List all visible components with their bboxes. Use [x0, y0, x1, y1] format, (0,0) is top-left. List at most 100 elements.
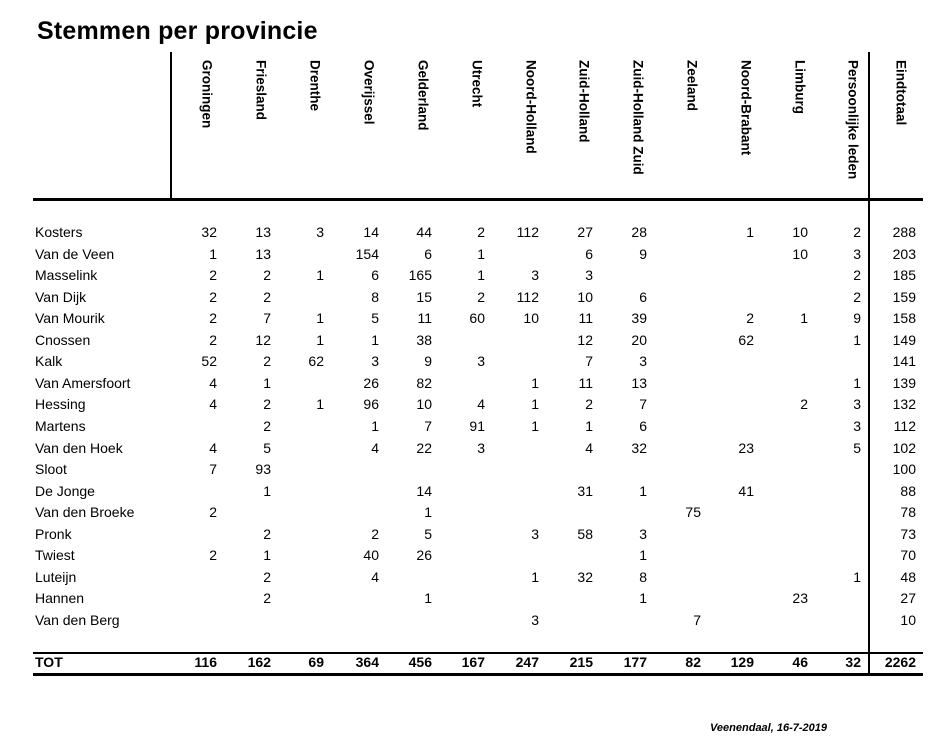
table-cell: 20: [631, 331, 647, 348]
table-cell: 39: [631, 310, 647, 327]
table-cell: 1: [853, 568, 861, 585]
table-cell: 62: [308, 353, 324, 370]
table-cell: 165: [408, 267, 432, 284]
table-cell: 1: [263, 374, 271, 391]
table-cell: 14: [363, 224, 379, 240]
total-top-rule: [33, 652, 923, 654]
table-row: De Jonge 1 14 31 1 41 88: [35, 481, 923, 502]
table-row: Pronk 2 2 5 3 58 3 73: [35, 524, 923, 545]
table-cell: 13: [631, 374, 647, 391]
row-label: Twiest: [35, 547, 75, 564]
table-cell: 4: [585, 439, 593, 456]
table-row: Cnossen 2 12 1 1 38 12 20 62 1 149: [35, 330, 923, 351]
table-cell: 2: [853, 224, 861, 240]
row-label: Van den Berg: [35, 611, 120, 628]
table-cell: 1: [639, 547, 647, 564]
table-cell: 7: [424, 417, 432, 434]
table-cell: 5: [263, 439, 271, 456]
table-cell: 1: [639, 482, 647, 499]
row-label: Van den Broeke: [35, 504, 135, 521]
table-cell: 1: [800, 310, 808, 327]
table-cell: 247: [515, 654, 539, 670]
column-header: Gelderland: [396, 58, 450, 198]
table-cell: 10: [900, 611, 916, 628]
table-cell: 1: [424, 590, 432, 607]
table-row: Kalk 52 2 62 3 9 3 7 3 141: [35, 351, 923, 372]
table-cell: 4: [209, 374, 217, 391]
table-cell: 203: [892, 245, 916, 262]
row-label: Hessing: [35, 396, 86, 413]
page-title: Stemmen per provincie: [37, 17, 318, 45]
table-cell: 162: [247, 654, 271, 670]
table-cell: 60: [469, 310, 485, 327]
table-cell: 2: [263, 525, 271, 542]
table-cell: 456: [408, 654, 432, 670]
column-header: Groningen: [180, 58, 234, 198]
table-cell: 5: [424, 525, 432, 542]
table-cell: 5: [371, 310, 379, 327]
row-label: Luteijn: [35, 568, 77, 585]
table-cell: 2: [263, 267, 271, 284]
table-cell: 112: [893, 417, 916, 434]
table-cell: 1: [746, 224, 754, 240]
row-label: Masselink: [35, 267, 98, 284]
table-cell: 11: [417, 310, 432, 327]
table-cell: 141: [892, 353, 916, 370]
table-cell: 3: [853, 417, 861, 434]
table-cell: 3: [853, 396, 861, 413]
table-cell: 75: [685, 504, 701, 521]
column-header-label: Friesland: [253, 60, 269, 121]
table-cell: 32: [577, 568, 593, 585]
table-cell: 26: [363, 374, 379, 391]
column-header-label: Zuid-Holland Zuid: [630, 60, 646, 175]
table-row: Van den Hoek 4 5 4 22 3 4 32 23 5 102: [35, 438, 923, 459]
table-cell: 2: [209, 331, 217, 348]
table-cell: 32: [845, 654, 861, 670]
table-cell: 2: [585, 396, 593, 413]
table-cell: 2: [853, 267, 861, 284]
table-cell: 132: [892, 396, 916, 413]
table-row: Kosters 32 13 3 14 44 2 112 27 28 1 10 2 288: [35, 222, 923, 243]
table-cell: 26: [416, 547, 432, 564]
table-cell: 82: [416, 374, 432, 391]
table-row: Masselink 2 2 1 6 165 1 3 3 2 185: [35, 265, 923, 286]
column-header-label: Drenthe: [307, 60, 323, 112]
table-cell: 2: [746, 310, 754, 327]
table-cell: 44: [416, 224, 432, 240]
table-cell: 1: [316, 267, 324, 284]
table-cell: 4: [477, 396, 485, 413]
table-cell: 38: [416, 331, 432, 348]
table-cell: 2: [263, 417, 271, 434]
table-cell: 1: [371, 417, 379, 434]
table-cell: 1: [853, 331, 861, 348]
row-label: Kosters: [35, 224, 83, 240]
table-cell: 3: [531, 267, 539, 284]
table-row: Van Mourik 2 7 1 5 11 60 10 11 39 2 1 9 158: [35, 308, 923, 329]
table-cell: 88: [900, 482, 916, 499]
table-cell: 185: [892, 267, 916, 284]
table-cell: 1: [316, 396, 324, 413]
column-header-label: Groningen: [199, 60, 215, 129]
table-row: Martens 2 1 7 91 1 1 6 3 112: [35, 416, 923, 437]
column-header-label: Zeeland: [684, 60, 700, 112]
table-cell: 4: [371, 568, 379, 585]
table-cell: 82: [685, 654, 701, 670]
table-cell: 139: [892, 374, 916, 391]
column-header-label: Gelderland: [415, 60, 431, 131]
table-cell: 2: [263, 590, 271, 607]
table-cell: 7: [693, 611, 701, 628]
table-row: Van Amersfoort 4 1 26 82 1 11 13 1 139: [35, 373, 923, 394]
table-row: Hessing 4 2 1 96 10 4 1 2 7 2 3 132: [35, 394, 923, 415]
table-cell: 1: [209, 245, 217, 262]
table-cell: 2: [209, 288, 217, 305]
table-cell: 2: [209, 547, 217, 564]
total-column-divider: [868, 52, 870, 676]
column-header: Zuid-Holland: [557, 58, 611, 198]
table-cell: 6: [639, 417, 647, 434]
table-cell: 2: [853, 288, 861, 305]
table-cell: 23: [738, 439, 754, 456]
table-cell: 4: [371, 439, 379, 456]
column-header-label: Noord-Holland: [523, 60, 539, 154]
table-cell: 1: [316, 331, 324, 348]
row-label: Van Dijk: [35, 288, 87, 305]
